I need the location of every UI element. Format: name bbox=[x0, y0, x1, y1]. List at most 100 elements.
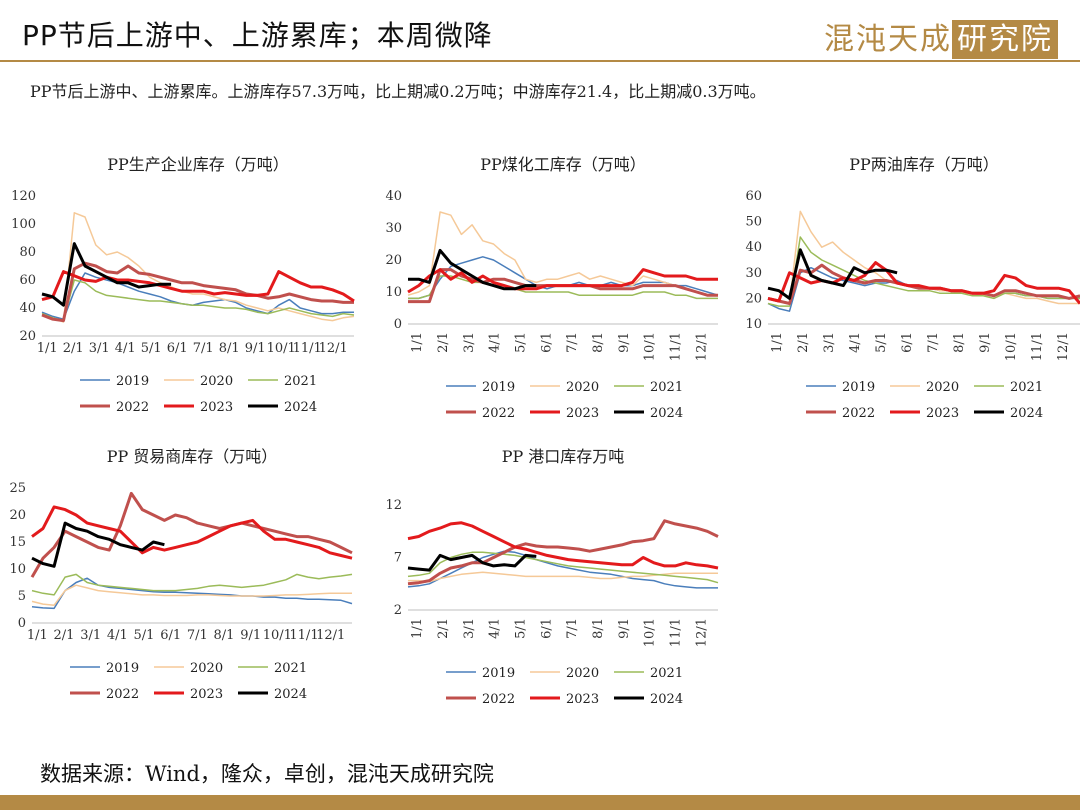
legend-label: 2021 bbox=[284, 374, 317, 389]
y-tick-label: 2 bbox=[394, 603, 402, 618]
x-tick-label: 11/1 bbox=[669, 618, 684, 647]
x-tick-label: 7/1 bbox=[187, 628, 208, 643]
x-tick-label: 5/1 bbox=[514, 332, 529, 353]
title-divider bbox=[0, 60, 1080, 62]
y-tick-label: 80 bbox=[19, 245, 36, 260]
chart-two-oil-inventory: PP两油库存（万吨） 10 20 30 40 50 60 1/1 2/1 3/1 4/1 5/1 6/1… bbox=[730, 148, 1080, 433]
x-tick-label: 10/1 bbox=[643, 618, 658, 647]
series-line-2024 bbox=[407, 553, 537, 572]
y-tick-label: 40 bbox=[385, 189, 402, 204]
y-tick-label: 20 bbox=[19, 329, 36, 344]
x-tick-label: 5/1 bbox=[874, 332, 889, 353]
legend-label: 2019 bbox=[842, 380, 875, 395]
chart-coal-chemical-inventory: PP煤化工库存（万吨） 0 10 20 30 40 1/1 2/1 3/1 4/1 5/1 6/1 7/… bbox=[370, 148, 720, 433]
x-tick-label: 12/1 bbox=[319, 341, 348, 356]
x-tick-label: 7/1 bbox=[565, 332, 580, 353]
series-line-2022 bbox=[30, 491, 353, 578]
x-tick-label: 1/1 bbox=[27, 628, 48, 643]
legend-label: 2019 bbox=[482, 666, 515, 681]
chart-svg: PP 港口库存万吨 2 7 12 1/1 2/1 3/1 4/1 5/1 6/1 7/1 8/1 9/1… bbox=[385, 447, 719, 707]
legend-label: 2023 bbox=[190, 687, 223, 702]
y-tick-label: 30 bbox=[745, 266, 762, 281]
x-tick-label: 9/1 bbox=[617, 332, 632, 353]
legend-label: 2020 bbox=[190, 661, 223, 676]
logo-text: 混沌天成 bbox=[824, 22, 952, 57]
x-tick-label: 4/1 bbox=[488, 618, 503, 639]
series-line-2023 bbox=[41, 270, 355, 303]
y-tick-label: 50 bbox=[745, 215, 762, 230]
x-tick-label: 2/1 bbox=[63, 341, 84, 356]
series-line-2023 bbox=[407, 521, 719, 570]
legend-label: 2024 bbox=[274, 687, 307, 702]
series-line-2021 bbox=[31, 573, 353, 596]
legend-label: 2023 bbox=[566, 692, 599, 707]
y-tick-label: 20 bbox=[385, 253, 402, 268]
series-line-2024 bbox=[31, 521, 165, 568]
x-tick-label: 1/1 bbox=[770, 332, 785, 353]
series-line-2022 bbox=[407, 519, 719, 586]
legend-label: 2020 bbox=[200, 374, 233, 389]
x-tick-label: 2/1 bbox=[436, 618, 451, 639]
series-line-2023 bbox=[31, 505, 353, 560]
legend-label: 2024 bbox=[1010, 406, 1043, 421]
y-tick-label: 25 bbox=[9, 481, 26, 496]
x-tick-label: 9/1 bbox=[617, 618, 632, 639]
x-tick-label: 8/1 bbox=[219, 341, 240, 356]
x-tick-label: 9/1 bbox=[245, 341, 266, 356]
series-line-2024 bbox=[41, 242, 172, 307]
y-tick-label: 40 bbox=[19, 301, 36, 316]
y-tick-label: 10 bbox=[745, 317, 762, 332]
chart-producer-inventory: PP生产企业库存（万吨） 20 40 60 80 100 120 1/1 2/1 3/1 4/1 5/… bbox=[0, 148, 365, 433]
x-tick-label: 2/1 bbox=[436, 332, 451, 353]
x-tick-label: 11/1 bbox=[293, 341, 322, 356]
chart-svg: PP两油库存（万吨） 10 20 30 40 50 60 1/1 2/1 3/1 4/1 5/1 6/1… bbox=[745, 155, 1080, 421]
x-tick-label: 7/1 bbox=[926, 332, 941, 353]
legend-label: 2021 bbox=[274, 661, 307, 676]
x-tick-label: 4/1 bbox=[488, 332, 503, 353]
x-tick-label: 9/1 bbox=[978, 332, 993, 353]
legend-label: 2023 bbox=[200, 400, 233, 415]
chart-title: PP 港口库存万吨 bbox=[502, 447, 625, 466]
page-title: PP节后上游中、上游累库；本周微降 bbox=[22, 19, 493, 52]
brand-logo: 混沌天成 研究院 bbox=[824, 14, 1058, 59]
series-line-2020 bbox=[41, 212, 355, 323]
x-tick-label: 8/1 bbox=[214, 628, 235, 643]
x-tick-label: 6/1 bbox=[900, 332, 915, 353]
y-tick-label: 60 bbox=[19, 273, 36, 288]
x-tick-label: 5/1 bbox=[134, 628, 155, 643]
x-tick-label: 7/1 bbox=[565, 618, 580, 639]
legend-label: 2021 bbox=[650, 380, 683, 395]
series-line-2024 bbox=[408, 248, 537, 291]
chart-title: PP煤化工库存（万吨） bbox=[480, 155, 646, 174]
x-tick-label: 12/1 bbox=[1056, 332, 1071, 361]
legend-label: 2020 bbox=[926, 380, 959, 395]
x-tick-label: 5/1 bbox=[141, 341, 162, 356]
y-tick-label: 30 bbox=[385, 221, 402, 236]
series-line-2020 bbox=[407, 211, 718, 296]
legend-label: 2022 bbox=[106, 687, 139, 702]
y-tick-label: 5 bbox=[18, 589, 26, 604]
series-line-2023 bbox=[407, 268, 718, 294]
x-tick-label: 6/1 bbox=[539, 618, 554, 639]
chart-port-inventory: PP 港口库存万吨 2 7 12 1/1 2/1 3/1 4/1 5/1 6/1 7/1 8/1 9/1… bbox=[370, 440, 720, 725]
x-tick-label: 3/1 bbox=[462, 332, 477, 353]
x-tick-label: 3/1 bbox=[822, 332, 837, 353]
series-line-2019 bbox=[41, 272, 354, 320]
x-tick-label: 3/1 bbox=[89, 341, 110, 356]
x-tick-label: 10/1 bbox=[263, 628, 292, 643]
y-tick-label: 40 bbox=[745, 240, 762, 255]
chart-trader-inventory: PP 贸易商库存（万吨） 0 5 10 15 20 25 1/1 2/1 3/1 4/1 5/1 6/1… bbox=[0, 440, 365, 725]
chart-title: PP 贸易商库存（万吨） bbox=[107, 447, 278, 466]
y-tick-label: 100 bbox=[11, 217, 36, 232]
x-tick-label: 10/1 bbox=[267, 341, 296, 356]
y-tick-label: 60 bbox=[745, 189, 762, 204]
x-tick-label: 12/1 bbox=[316, 628, 345, 643]
legend-label: 2020 bbox=[566, 666, 599, 681]
series-line-2024 bbox=[767, 248, 898, 300]
legend-label: 2019 bbox=[482, 380, 515, 395]
legend-label: 2022 bbox=[482, 692, 515, 707]
x-tick-label: 5/1 bbox=[514, 618, 529, 639]
series-line-2019 bbox=[407, 550, 718, 589]
y-tick-label: 20 bbox=[9, 508, 26, 523]
y-tick-label: 10 bbox=[9, 562, 26, 577]
